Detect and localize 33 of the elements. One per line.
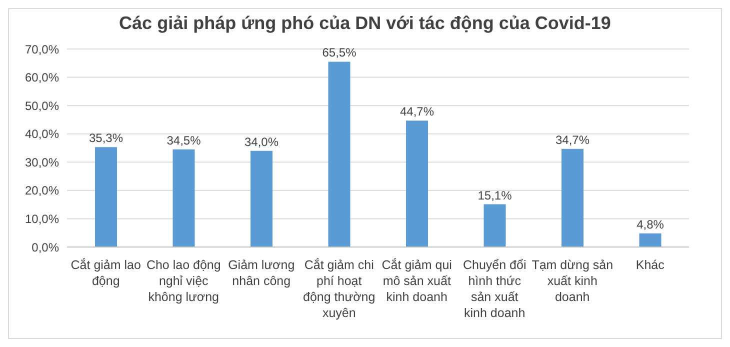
y-tick-label: 30,0% [24,155,60,170]
data-label: 34,7% [555,132,590,147]
y-tick-label: 70,0% [24,42,60,56]
data-label: 4,8% [636,217,664,232]
y-tick-label: 20,0% [24,184,60,198]
bar [328,62,350,247]
x-tick-label: Cho lao động nghỉ việc không lương [146,258,221,304]
x-tick-label: Tạm dừng sản xuất kinh doanh [532,258,614,304]
x-tick-label: Cắt giảm lao động [70,258,141,288]
data-label: 34,0% [244,134,279,149]
bar [406,120,428,247]
y-tick-label: 50,0% [24,98,60,113]
y-tick-label: 60,0% [24,70,60,85]
data-label: 44,7% [400,104,434,119]
bar [562,148,584,247]
y-tick-label: 0,0% [32,240,60,254]
x-tick-label: Cắt giảm chi phí hoạt động thường xuyên [303,258,376,320]
bar [172,149,195,247]
bar [484,204,506,247]
bar [95,147,117,247]
x-tick-label: Khác [636,258,664,272]
data-label: 35,3% [88,131,124,146]
data-label: 34,5% [166,133,202,148]
chart-title: Các giải pháp ứng phó của DN với tác động của Covid-19 [118,13,612,35]
bar [250,150,272,247]
y-tick-label: 40,0% [24,127,60,142]
x-tick-label: Giảm lương nhân công [228,258,295,288]
y-tick-label: 10,0% [24,212,60,226]
data-label: 15,1% [478,188,512,202]
data-label: 65,5% [322,46,357,60]
x-tick-label: Cắt giảm qui mô sản xuất kinh doanh [382,258,452,304]
bar [639,233,662,247]
x-tick-label: Chuyển đổi hình thức sản xuất kinh doanh [463,258,526,320]
